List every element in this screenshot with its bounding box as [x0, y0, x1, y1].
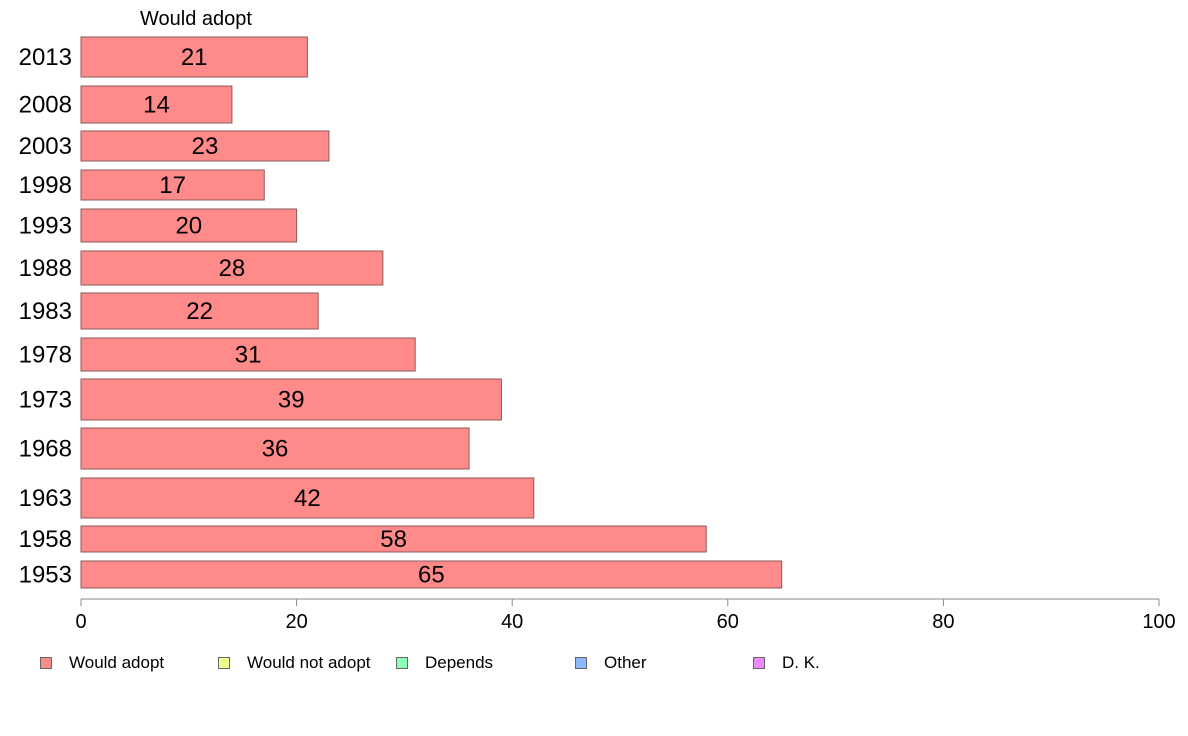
legend-item-would-adopt: Would adopt	[40, 652, 164, 674]
bar-value-label-1988: 28	[219, 255, 246, 282]
x-tick-label-0: 0	[75, 611, 86, 633]
legend-swatch-would-adopt	[40, 657, 52, 669]
x-tick-label-100: 100	[1142, 611, 1175, 633]
category-label-1968: 1968	[19, 436, 72, 463]
bar-value-label-1973: 39	[278, 387, 305, 414]
bar-value-label-2008: 14	[143, 92, 170, 119]
bar-1968	[80, 427, 470, 470]
bar-1988	[80, 250, 384, 286]
bar-value-label-2013: 21	[181, 44, 208, 71]
legend-swatch-other	[575, 657, 587, 669]
legend-swatch-would-not-adopt	[218, 657, 230, 669]
bar-1978	[80, 337, 416, 372]
legend-item-other: Other	[575, 652, 647, 674]
column-header: Would adopt	[140, 8, 252, 30]
category-label-2013: 2013	[19, 44, 72, 71]
bar-value-label-1953: 65	[418, 562, 445, 589]
category-label-2003: 2003	[19, 133, 72, 160]
bar-2013	[80, 36, 308, 78]
category-label-2008: 2008	[19, 92, 72, 119]
bar-1983	[80, 292, 319, 330]
x-tick-label-20: 20	[285, 611, 307, 633]
legend-label-depends: Depends	[425, 653, 494, 672]
bar-value-label-1993: 20	[175, 213, 202, 240]
legend-item-would-not-adopt: Would not adopt	[218, 652, 371, 674]
x-tick-label-40: 40	[501, 611, 523, 633]
legend-label-other: Other	[604, 653, 647, 672]
legend-label-dk: D. K.	[782, 653, 820, 672]
category-label-1998: 1998	[19, 172, 72, 199]
bar-value-label-1968: 36	[262, 436, 289, 463]
category-label-1988: 1988	[19, 255, 72, 282]
category-label-1978: 1978	[19, 342, 72, 369]
category-label-1973: 1973	[19, 387, 72, 414]
bar-1958	[80, 525, 707, 553]
x-tick-label-60: 60	[717, 611, 739, 633]
bar-value-label-1958: 58	[380, 526, 407, 553]
bar-value-label-1983: 22	[186, 298, 213, 325]
legend-item-depends: Depends	[396, 652, 493, 674]
bar-1993	[80, 208, 298, 243]
bar-2008	[80, 85, 233, 124]
bar-1973	[80, 378, 502, 421]
category-label-1983: 1983	[19, 298, 72, 325]
bar-1963	[80, 477, 535, 519]
category-label-1958: 1958	[19, 526, 72, 553]
bar-value-label-1998: 17	[159, 172, 186, 199]
legend-label-would-not-adopt: Would not adopt	[247, 653, 371, 672]
legend-swatch-depends	[396, 657, 408, 669]
legend-label-would-adopt: Would adopt	[69, 653, 165, 672]
x-tick-label-80: 80	[932, 611, 954, 633]
bar-2003	[80, 130, 330, 162]
bar-value-label-2003: 23	[192, 133, 219, 160]
category-label-1963: 1963	[19, 485, 72, 512]
legend-swatch-dk	[753, 657, 765, 669]
bar-1953	[80, 560, 783, 589]
bar-1998	[80, 169, 265, 201]
bar-value-label-1963: 42	[294, 485, 321, 512]
category-label-1953: 1953	[19, 562, 72, 589]
category-label-1993: 1993	[19, 213, 72, 240]
legend-item-dk: D. K.	[753, 652, 820, 674]
bar-value-label-1978: 31	[235, 342, 262, 369]
